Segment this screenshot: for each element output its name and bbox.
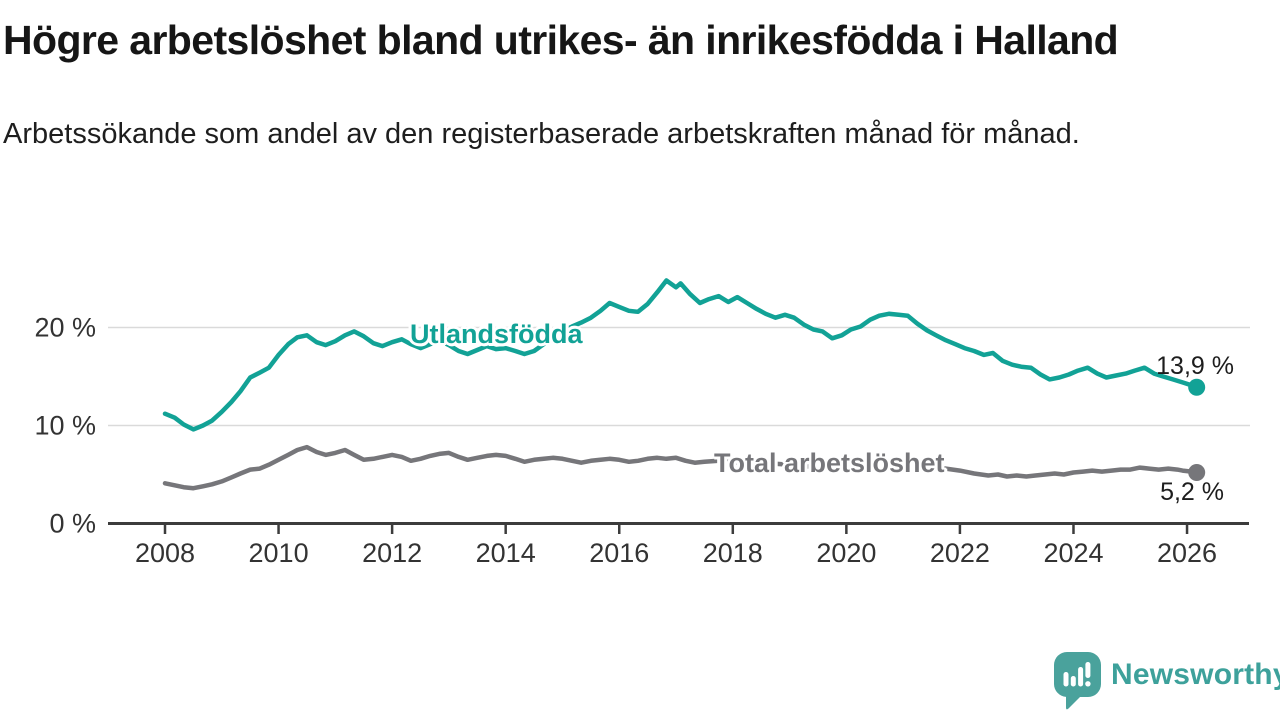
x-tick-label-2026: 2026 — [1157, 538, 1217, 568]
bar-3 — [1078, 667, 1084, 687]
chart-subtitle: Arbetssökande som andel av den registerb… — [3, 118, 1080, 150]
end-dot-series-1 — [1188, 464, 1206, 482]
end-dot-series-0 — [1188, 378, 1206, 396]
x-tick-label-2012: 2012 — [362, 538, 422, 568]
speech-bubble-shape — [1054, 652, 1101, 710]
series-label-total-arbetsloshet: Total arbetslöshet — [714, 448, 945, 478]
x-tick-label-2020: 2020 — [816, 538, 876, 568]
x-tick-label-2008: 2008 — [135, 538, 195, 568]
newsworthy-logo: Newsworthy — [1054, 652, 1280, 710]
exclamation-bar — [1085, 662, 1091, 678]
line-series-0 — [162, 278, 1199, 432]
newsworthy-logo-text: Newsworthy — [1111, 658, 1280, 691]
x-tick-label-2024: 2024 — [1043, 538, 1103, 568]
bar-1 — [1063, 672, 1069, 687]
page-title: Högre arbetslöshet bland utrikes- än inr… — [3, 17, 1119, 63]
bar-2 — [1070, 676, 1076, 687]
end-value-label-total: 5,2 % — [1160, 478, 1224, 506]
x-tick-label-2014: 2014 — [476, 538, 536, 568]
y-tick-label-10: 10 % — [34, 411, 96, 441]
newsworthy-logo-icon — [1054, 652, 1101, 710]
series-label-utlandsfodda: Utlandsfödda — [410, 319, 583, 349]
y-tick-label-0: 0 % — [49, 509, 96, 539]
y-tick-label-20: 20 % — [34, 313, 96, 343]
x-tick-label-2016: 2016 — [589, 538, 649, 568]
x-tick-label-2018: 2018 — [703, 538, 763, 568]
x-tick-label-2010: 2010 — [249, 538, 309, 568]
line-series-1 — [162, 444, 1199, 491]
x-tick-label-2022: 2022 — [930, 538, 990, 568]
end-value-label-utlandsfodda: 13,9 % — [1156, 352, 1234, 380]
exclamation-dot — [1085, 681, 1091, 687]
